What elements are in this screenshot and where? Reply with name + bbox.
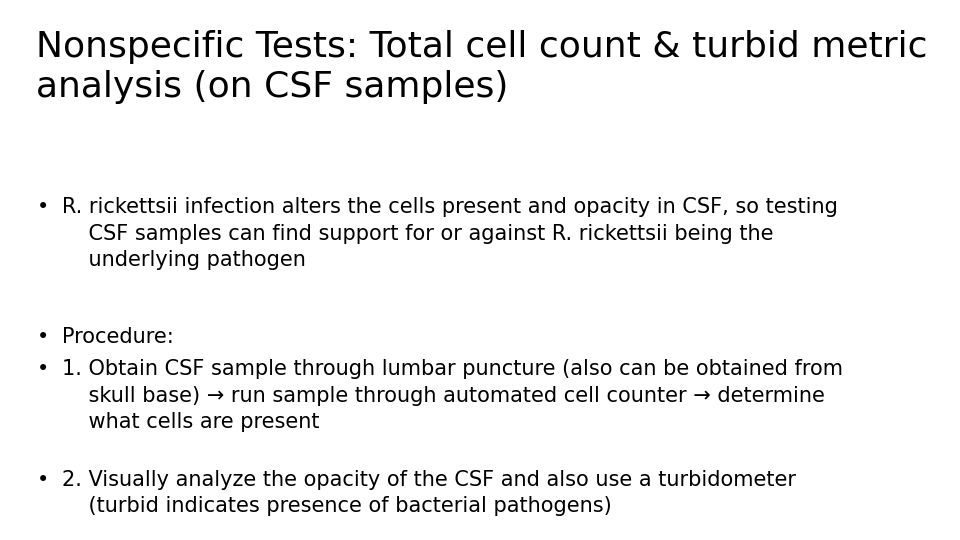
Text: •: • xyxy=(36,359,49,379)
Text: Nonspecific Tests: Total cell count & turbid metric
analysis (on CSF samples): Nonspecific Tests: Total cell count & tu… xyxy=(36,30,928,104)
Text: •: • xyxy=(36,197,49,217)
Text: R. rickettsii infection alters the cells present and opacity in CSF, so testing
: R. rickettsii infection alters the cells… xyxy=(62,197,838,270)
Text: 2. Visually analyze the opacity of the CSF and also use a turbidometer
    (turb: 2. Visually analyze the opacity of the C… xyxy=(62,470,797,516)
Text: •: • xyxy=(36,470,49,490)
Text: •: • xyxy=(36,327,49,347)
Text: 1. Obtain CSF sample through lumbar puncture (also can be obtained from
    skul: 1. Obtain CSF sample through lumbar punc… xyxy=(62,359,844,432)
Text: Procedure:: Procedure: xyxy=(62,327,174,347)
